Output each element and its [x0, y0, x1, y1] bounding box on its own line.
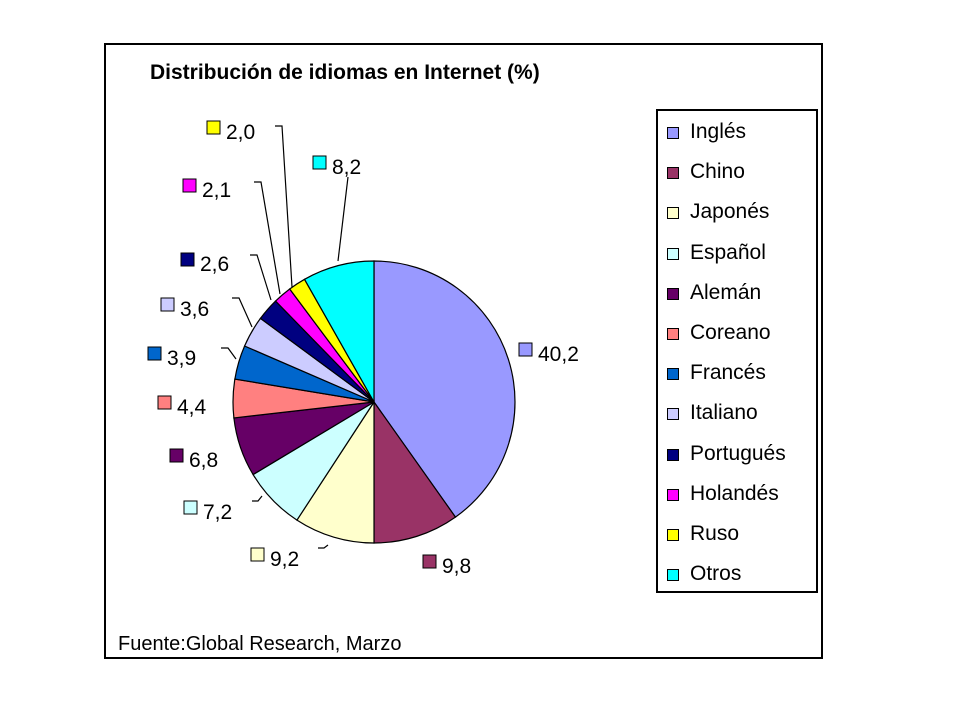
- data-label: 9,8: [442, 555, 471, 578]
- pie-slice-otros: [303, 260, 375, 405]
- legend-label: Coreano: [690, 321, 771, 344]
- legend-swatch: [667, 127, 679, 139]
- legend-item: Otros: [658, 555, 816, 595]
- data-label-key: [169, 448, 184, 463]
- legend-label: Chino: [690, 160, 745, 184]
- legend-label: Portugués: [690, 441, 786, 465]
- legend-swatch: [667, 448, 679, 461]
- legend-item: Ruso: [658, 515, 816, 555]
- legend-swatch: [667, 287, 679, 300]
- legend-label: Ruso: [690, 522, 740, 545]
- leader-line: [250, 254, 272, 301]
- data-label: 3,9: [167, 347, 196, 370]
- legend-item: Chino: [658, 153, 816, 193]
- leader-line: [318, 544, 329, 549]
- legend-item: Francés: [658, 354, 816, 394]
- data-label-key: [180, 252, 195, 267]
- pie-slice-japonés: [296, 399, 375, 544]
- legend-label: Otros: [690, 562, 742, 586]
- legend-label: Español: [690, 240, 766, 264]
- data-label: 2,0: [226, 121, 255, 144]
- data-label-key: [206, 120, 221, 135]
- leader-line: [232, 297, 253, 328]
- chart-frame: 40,2 9,8 9,2 7,2 6,8 4,4 3,9 3,6 2,6 2,1 2,0 8,2 Di…: [104, 43, 823, 659]
- legend-swatch: [667, 247, 679, 260]
- legend-swatch: [667, 207, 679, 220]
- data-label-key: [160, 297, 175, 312]
- legend: Inglés Chino Japonés Español Alemán Coreano Fr…: [656, 109, 818, 593]
- pie-slice-inglés: [373, 260, 516, 518]
- legend-label: Holandés: [690, 481, 779, 505]
- legend-item: Holandés: [658, 475, 816, 515]
- data-label: 7,2: [203, 501, 232, 524]
- data-label: 3,6: [180, 298, 209, 321]
- data-label: 40,2: [538, 343, 579, 366]
- data-label: 2,6: [200, 253, 229, 276]
- chart-title: Distribución de idiomas en Internet (%): [150, 61, 540, 84]
- legend-swatch: [667, 488, 679, 501]
- legend-swatch: [667, 328, 679, 340]
- data-label-key: [157, 395, 172, 410]
- leader-line: [275, 125, 293, 288]
- legend-swatch: [667, 368, 679, 381]
- pie-slice-chino: [373, 400, 457, 544]
- chart-source: Fuente:Global Research, Marzo: [118, 633, 402, 655]
- legend-label: Inglés: [690, 120, 747, 143]
- data-label: 6,8: [189, 449, 218, 472]
- legend-label: Alemán: [690, 280, 762, 304]
- data-label: 2,1: [202, 179, 231, 202]
- data-label-key: [312, 155, 327, 170]
- leader-line: [254, 181, 281, 295]
- leader-line: [221, 347, 237, 360]
- legend-item: Inglés: [658, 113, 816, 153]
- data-label-key: [422, 554, 437, 569]
- data-label: 4,4: [177, 396, 207, 419]
- legend-item: Alemán: [658, 274, 816, 314]
- legend-item: Portugués: [658, 435, 816, 475]
- data-label-key: [147, 346, 162, 361]
- data-label-key: [250, 547, 265, 562]
- legend-item: Japonés: [658, 193, 816, 233]
- legend-item: Italiano: [658, 394, 816, 434]
- data-label: 8,2: [332, 156, 361, 179]
- data-label: 9,2: [270, 548, 299, 571]
- leader-line: [337, 176, 349, 262]
- data-label-key: [182, 178, 197, 193]
- data-label-key: [518, 342, 533, 357]
- legend-swatch: [667, 569, 679, 582]
- legend-swatch: [667, 408, 679, 421]
- legend-item: Coreano: [658, 314, 816, 354]
- leader-line: [252, 495, 263, 502]
- legend-label: Francés: [690, 361, 766, 385]
- legend-label: Italiano: [690, 401, 758, 425]
- pie-chart: 40,2 9,8 9,2 7,2 6,8 4,4 3,9 3,6 2,6 2,1 2,0 8,2: [147, 120, 579, 578]
- legend-swatch: [667, 529, 679, 541]
- data-label-key: [183, 500, 198, 515]
- legend-item: Español: [658, 234, 816, 274]
- legend-label: Japonés: [690, 200, 770, 224]
- legend-swatch: [667, 167, 679, 180]
